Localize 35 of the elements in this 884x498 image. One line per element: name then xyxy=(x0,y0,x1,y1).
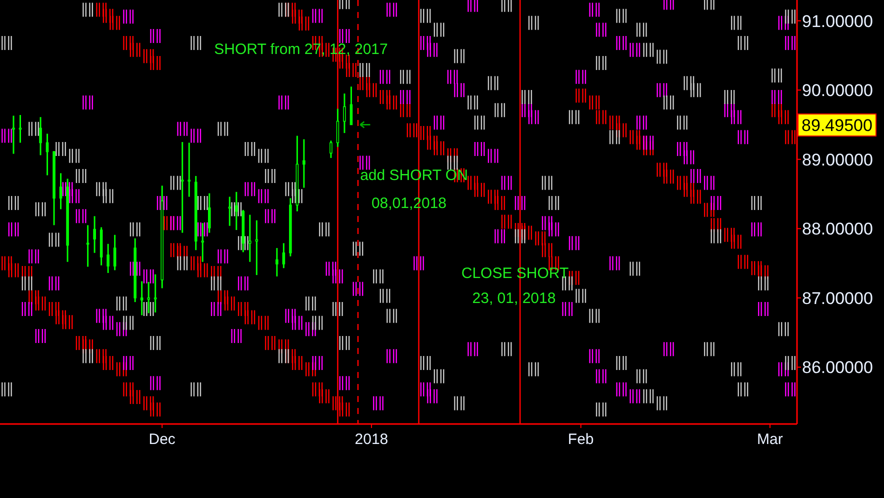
candlestick xyxy=(235,191,238,231)
candlestick xyxy=(59,172,62,210)
x-tick-label: 2018 xyxy=(354,431,388,448)
candlestick xyxy=(255,220,258,276)
candlestick xyxy=(228,196,232,227)
x-tick-label: Feb xyxy=(568,431,594,448)
candlestick xyxy=(248,214,252,263)
candlestick xyxy=(93,215,96,254)
candlestick xyxy=(113,234,116,271)
candlestick xyxy=(276,247,278,278)
candlestick xyxy=(154,274,157,314)
annotation: 23, 01, 2018 xyxy=(472,290,556,307)
candlestick xyxy=(343,92,346,134)
y-tick-label: 91.00000 xyxy=(802,12,873,31)
candlestick xyxy=(106,243,110,274)
candlestick xyxy=(302,138,306,188)
candlestick xyxy=(147,281,150,314)
candlestick xyxy=(39,116,42,156)
candlestick xyxy=(12,114,15,155)
y-tick-label: 90.00000 xyxy=(802,81,873,100)
y-tick-label: 88.00000 xyxy=(802,220,873,239)
candlestick xyxy=(201,222,204,263)
text: 89.49500 xyxy=(802,116,872,135)
y-tick-label: 86.00000 xyxy=(802,358,873,378)
candlestick xyxy=(208,192,211,234)
y-tick-label: 89.00000 xyxy=(802,150,873,170)
candlestick xyxy=(330,140,332,159)
candlestick xyxy=(188,142,191,198)
candlestick xyxy=(282,242,286,269)
candlestick xyxy=(180,141,184,234)
candlestick xyxy=(140,280,144,316)
x-tick-label: Mar xyxy=(757,431,783,448)
y-tick-label: 87.00000 xyxy=(802,288,873,308)
candlestick xyxy=(350,86,353,126)
x-tick-label: Dec xyxy=(148,431,176,448)
